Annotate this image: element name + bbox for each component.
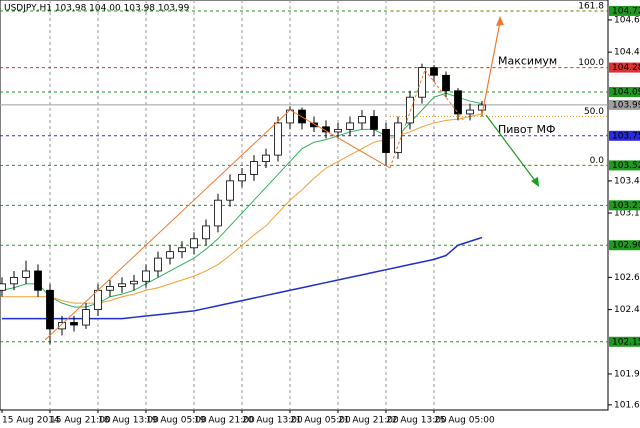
level-label: 102.90 (612, 241, 640, 251)
level-label: 103.99 (612, 100, 640, 110)
candle-body (382, 128, 390, 153)
candle-body (226, 180, 234, 201)
y-tick-label: 103.15 (614, 209, 640, 219)
trend-line (44, 109, 291, 341)
level-label-box (609, 160, 640, 171)
x-tick-label: 15 Aug 21:00 (50, 416, 111, 426)
arrow-up (481, 21, 501, 116)
candle-body (358, 116, 366, 124)
level-label: 104.72 (612, 6, 640, 16)
moving-average-line (2, 236, 483, 320)
candle-body (418, 67, 426, 98)
y-tick-label: 101.90 (614, 369, 640, 379)
annotation: Пивот МФ (498, 123, 556, 136)
candle-body (130, 280, 138, 285)
arrow-head (496, 16, 504, 26)
candle-body (70, 322, 78, 326)
level-label-box (609, 200, 640, 211)
level-label-box (609, 240, 640, 251)
level-label: 103.75 (612, 131, 640, 141)
candle-body (58, 322, 66, 330)
fib-label: 100.0 (578, 58, 604, 68)
y-tick-label: 102.65 (614, 273, 640, 283)
level-label-box (609, 336, 640, 347)
x-tick-label: 18 Aug 13:00 (98, 416, 159, 426)
x-tick-label: 19 Aug 21:00 (194, 416, 255, 426)
candle-body (442, 74, 450, 92)
level-label: 104.28 (612, 63, 640, 73)
candle-body (310, 122, 318, 128)
fib-label: 0.0 (590, 156, 605, 166)
fib-label: 50.0 (584, 107, 604, 117)
level-label-box (609, 130, 640, 141)
trend-line (424, 69, 466, 123)
x-tick-label: 20 Aug 13:00 (242, 416, 303, 426)
level-label: 103.21 (612, 201, 640, 211)
candle-body (262, 154, 270, 162)
candle-body (466, 109, 474, 115)
trend-line (389, 69, 426, 169)
level-label-box (609, 99, 640, 110)
candle-body (214, 199, 222, 227)
y-tick-label: 101.66 (614, 400, 640, 410)
candle-body (238, 174, 246, 182)
candle-body (22, 270, 30, 278)
level-label-box (609, 62, 640, 73)
candle-body (190, 238, 198, 249)
x-tick-label: 21 Aug 05:00 (290, 416, 351, 426)
candle-body (46, 289, 54, 330)
fib-label: 161.8 (578, 1, 604, 11)
level-label: 104.09 (612, 88, 640, 98)
arrow-down (485, 114, 537, 183)
candle-body (274, 122, 282, 156)
candle-body (250, 161, 258, 175)
arrow-head (531, 177, 539, 187)
y-tick-label: 103.40 (614, 176, 640, 186)
candle-body (34, 270, 42, 291)
level-label-box (609, 5, 640, 16)
candle-body (454, 90, 462, 115)
candle-body (178, 247, 186, 253)
moving-average-line (1, 92, 483, 308)
candle-body (394, 122, 402, 153)
candle-body (334, 128, 342, 133)
candle-body (154, 257, 162, 272)
candle-body (118, 283, 126, 287)
candle-body (142, 270, 150, 282)
level-label: 102.15 (612, 337, 640, 347)
level-label-box (609, 87, 640, 98)
level-label: 103.52 (612, 161, 640, 171)
y-tick-label: 104.65 (614, 15, 640, 25)
y-tick-label: 104.40 (614, 48, 640, 58)
annotation: Максимум (498, 55, 557, 68)
candle-body (202, 225, 210, 240)
candle-body (346, 122, 354, 130)
x-tick-label: 25 Aug 05:00 (434, 416, 495, 426)
candle-body (10, 277, 18, 285)
x-tick-label: 19 Aug 05:00 (146, 416, 207, 426)
candle-body (370, 116, 378, 130)
candle-body (82, 309, 90, 326)
chart-title: USDJPY,H1 103.98 104.00 103.98 103.99 (4, 4, 190, 14)
candle-body (0, 283, 6, 291)
x-tick-label: 21 Aug 21:00 (338, 416, 399, 426)
x-tick-label: 22 Aug 13:00 (386, 416, 447, 426)
x-tick-label: 15 Aug 2014 (2, 416, 60, 426)
analysis-drawings (44, 16, 539, 341)
candle-body (166, 251, 174, 259)
candle-body (430, 67, 438, 76)
candle-body (106, 286, 114, 291)
candle-body (406, 96, 414, 124)
y-tick-label: 102.40 (614, 305, 640, 315)
candle-body (478, 104, 486, 111)
trend-line (289, 109, 391, 169)
